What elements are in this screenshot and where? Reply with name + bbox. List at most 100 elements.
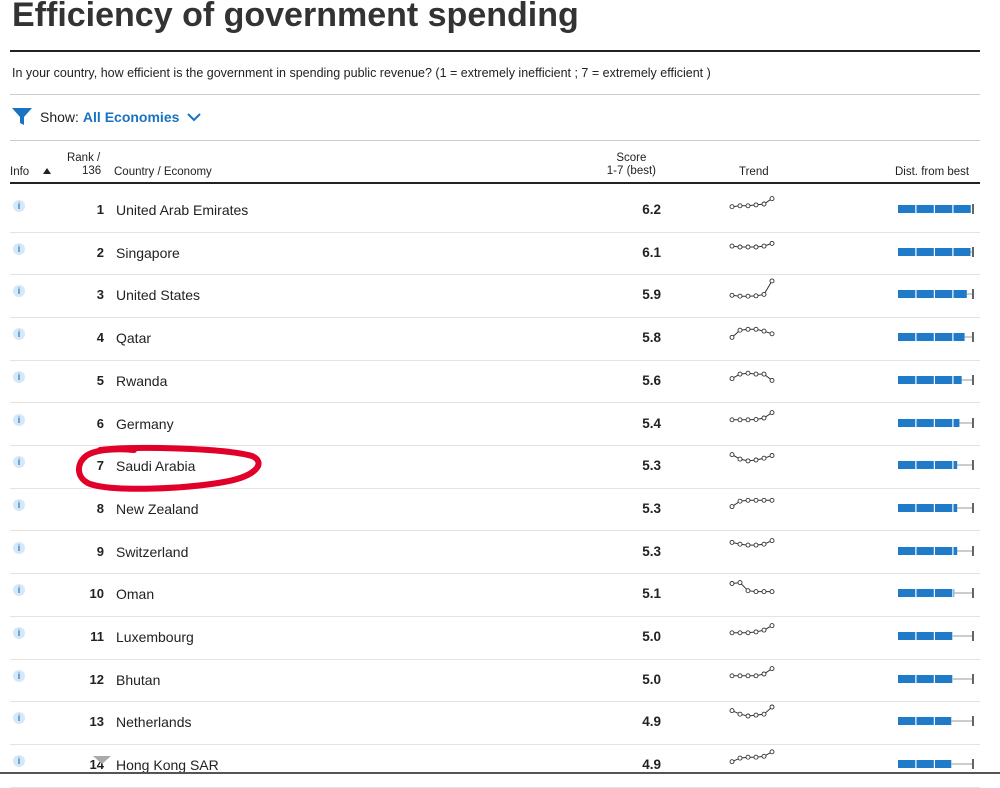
table-row[interactable]: i 4 Qatar 5.8	[10, 317, 980, 361]
trend-point	[737, 203, 743, 209]
info-icon[interactable]: i	[13, 498, 25, 511]
info-icon[interactable]: i	[13, 285, 25, 298]
trend-point	[753, 326, 759, 332]
economy-filter[interactable]: Show: All Economies	[12, 108, 202, 126]
distance-bar-segment	[953, 418, 960, 427]
country-name[interactable]: United Arab Emirates	[116, 202, 249, 218]
country-name[interactable]: Bhutan	[116, 671, 161, 688]
distance-bar-segment	[916, 760, 934, 769]
country-name[interactable]: Saudi Arabia	[116, 458, 196, 475]
table-row[interactable]: i 2 Singapore 6.1	[10, 232, 980, 276]
distance-bar-segment	[898, 674, 916, 683]
trend-point	[745, 754, 751, 760]
trend-point	[745, 294, 751, 300]
distance-bar-segment	[953, 247, 971, 256]
scroll-indicator-icon[interactable]	[93, 756, 111, 764]
distance-bar	[898, 374, 974, 385]
country-name[interactable]: Rwanda	[116, 372, 168, 389]
table-row[interactable]: i 7 Saudi Arabia 5.3	[10, 445, 980, 489]
distance-bar	[898, 588, 974, 599]
country-name[interactable]: United States	[116, 287, 201, 304]
distance-bar-segment	[935, 461, 953, 470]
table-row[interactable]: i 5 Rwanda 5.6	[10, 360, 980, 404]
header-rank-line2: 136	[82, 165, 102, 177]
trend-point	[745, 326, 751, 332]
table-row[interactable]: i 1 United Arab Emirates 6.2	[10, 189, 980, 233]
info-icon[interactable]: i	[13, 755, 25, 768]
rank-value: 12	[89, 671, 104, 687]
country-name[interactable]: Germany	[116, 415, 174, 432]
distance-bar-segment	[898, 632, 916, 640]
country-name[interactable]: New Zealand	[116, 500, 199, 517]
country-name[interactable]: Oman	[116, 586, 155, 603]
country-name[interactable]: Netherlands	[116, 714, 192, 731]
distance-bar-segment	[898, 589, 916, 598]
distance-bar-segment	[898, 205, 916, 213]
country-name[interactable]: Hong Kong SAR	[116, 757, 219, 774]
trend-point	[753, 589, 759, 595]
trend-point	[729, 504, 735, 509]
info-icon[interactable]: i	[13, 541, 25, 554]
table-row[interactable]: i 6 Germany 5.4	[10, 403, 980, 447]
table-row[interactable]: i 9 Switzerland 5.3	[10, 531, 980, 575]
header-trend[interactable]: Trend	[739, 166, 769, 178]
distance-bar	[898, 246, 974, 257]
country-name[interactable]: Singapore	[116, 244, 180, 261]
distance-bar-segment	[898, 290, 916, 299]
info-icon[interactable]: i	[13, 413, 25, 426]
trend-sparkline	[729, 326, 775, 340]
info-icon[interactable]: i	[13, 627, 25, 639]
info-icon[interactable]: i	[13, 456, 25, 469]
sort-ascending-icon[interactable]	[42, 167, 52, 175]
survey-question: In your country, how efficient is the go…	[12, 66, 711, 80]
distance-bar-segment	[898, 333, 916, 342]
table-row[interactable]: i 13 Netherlands 4.9	[10, 701, 980, 745]
score-value: 4.9	[642, 757, 661, 773]
trend-point	[753, 416, 759, 422]
info-icon[interactable]: i	[13, 242, 25, 255]
table-row[interactable]: i 12 Bhutan 5.0	[10, 659, 980, 703]
header-country[interactable]: Country / Economy	[114, 166, 212, 178]
header-info[interactable]: Info	[10, 166, 52, 179]
table-row[interactable]: i 3 United States 5.9	[10, 274, 980, 318]
trend-point	[729, 452, 735, 458]
header-dist[interactable]: Dist. from best	[895, 166, 970, 178]
table-row[interactable]: i 10 Oman 5.1	[10, 573, 980, 617]
trend-point	[769, 537, 775, 543]
header-divider	[10, 182, 980, 184]
trend-point	[753, 457, 759, 463]
country-name[interactable]: Luxembourg	[116, 629, 194, 645]
trend-point	[769, 377, 775, 383]
rank-value: 13	[89, 714, 104, 730]
country-name[interactable]: Switzerland	[116, 543, 189, 560]
info-icon[interactable]: i	[13, 669, 25, 682]
info-icon[interactable]: i	[13, 200, 25, 212]
trend-point	[737, 327, 743, 333]
trend-sparkline	[729, 196, 775, 210]
country-name[interactable]: Qatar	[116, 330, 152, 347]
trend-point	[745, 542, 751, 548]
chevron-down-icon[interactable]	[187, 112, 202, 122]
distance-bar-segment	[935, 205, 953, 213]
table-row[interactable]: i 14 Hong Kong SAR 4.9	[10, 744, 980, 788]
trend-point	[769, 589, 775, 595]
info-icon[interactable]: i	[13, 712, 25, 725]
header-score[interactable]: Score 1-7 (best)	[607, 152, 656, 178]
info-icon[interactable]: i	[13, 328, 25, 341]
filter-value[interactable]: All Economies	[82, 109, 180, 125]
distance-bar-segment	[935, 247, 953, 256]
distance-bar-segment	[916, 461, 934, 470]
distance-bar	[898, 460, 974, 471]
header-rank[interactable]: Rank / 136	[66, 152, 101, 178]
table-row[interactable]: i 8 New Zealand 5.3	[10, 488, 980, 532]
trend-point	[737, 673, 743, 678]
table-row[interactable]: i 11 Luxembourg 5.0	[10, 616, 980, 660]
info-icon[interactable]: i	[13, 370, 25, 383]
distance-bar-segment	[898, 247, 916, 256]
trend-point	[761, 589, 767, 595]
info-icon[interactable]: i	[13, 584, 25, 597]
trend-point	[737, 630, 743, 636]
trend-point	[729, 335, 735, 340]
score-value: 5.4	[642, 415, 661, 431]
trend-sparkline	[729, 665, 775, 678]
